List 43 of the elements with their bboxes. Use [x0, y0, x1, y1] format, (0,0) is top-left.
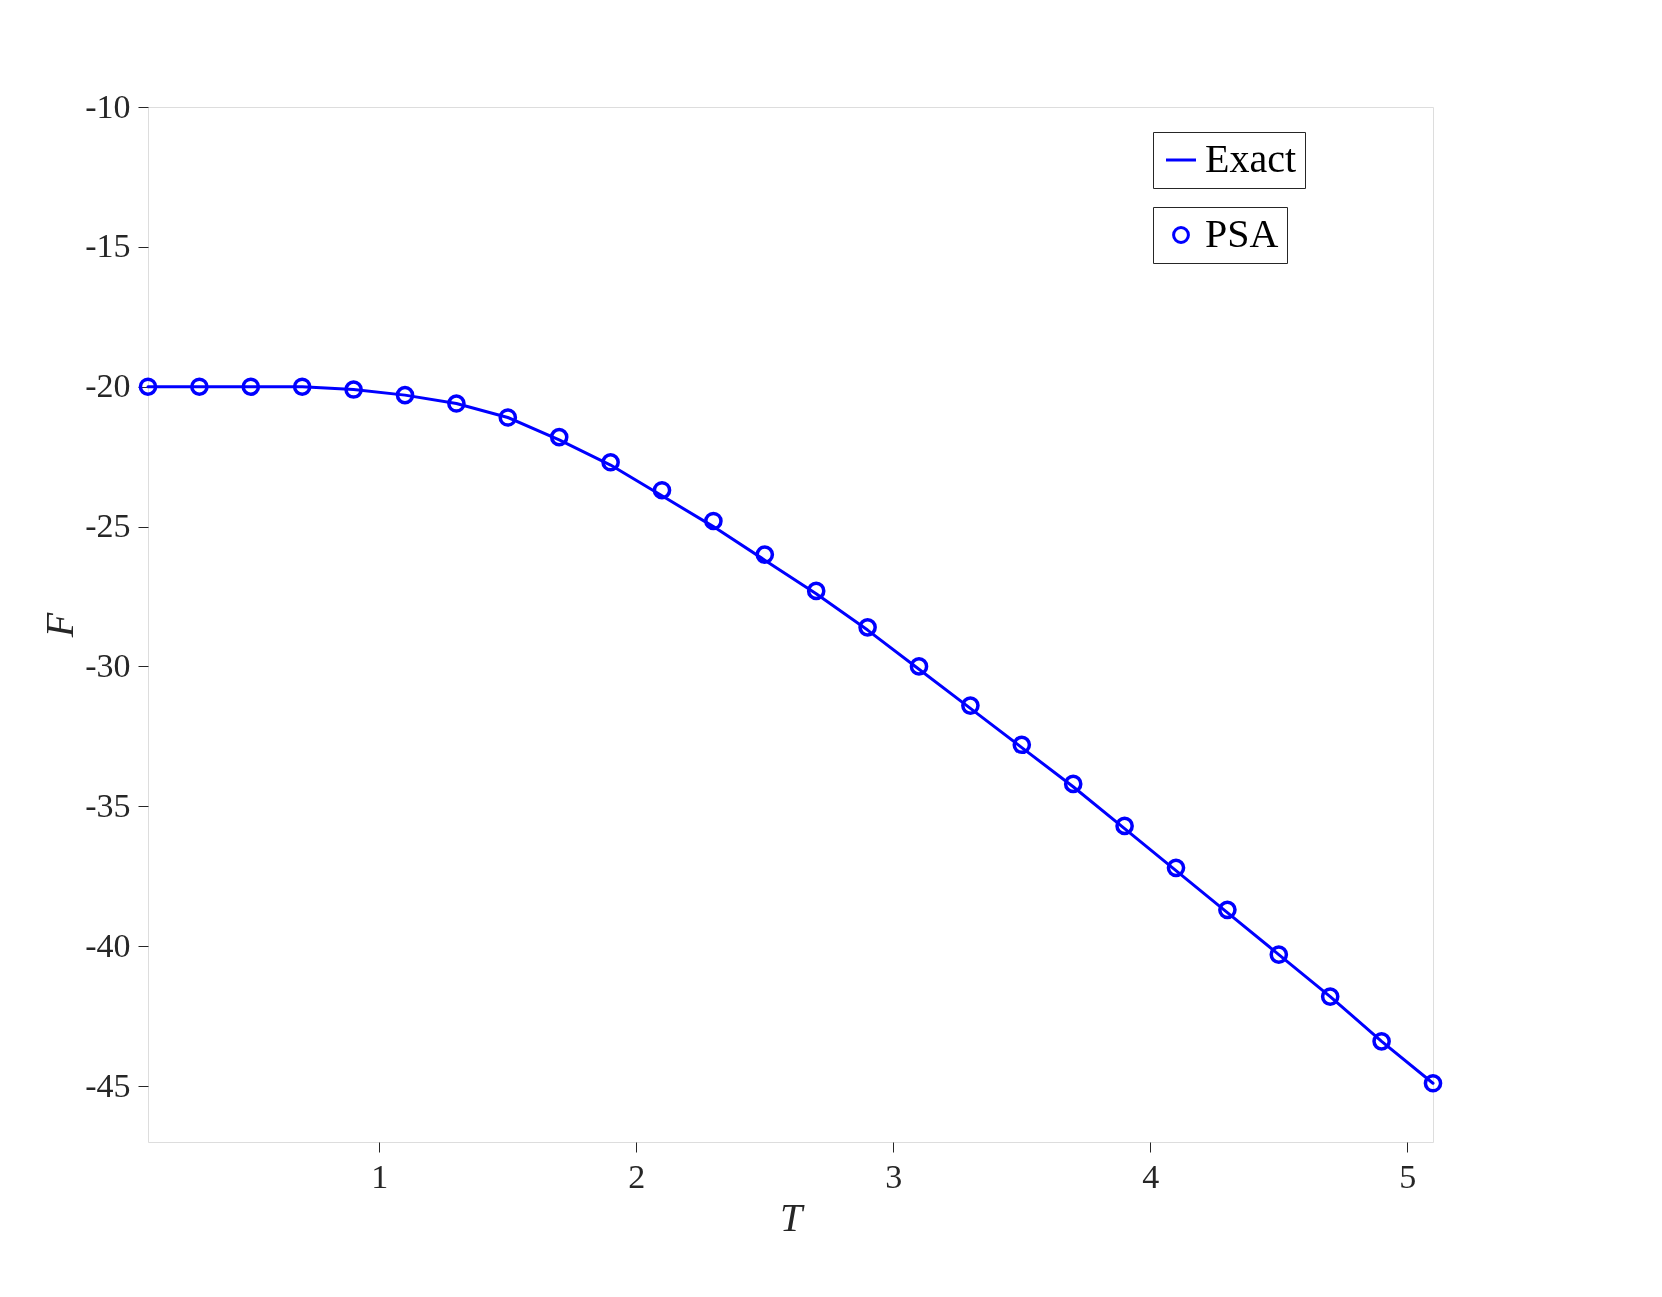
point	[292, 377, 312, 397]
point	[806, 581, 826, 601]
x-tick-label: 4	[1142, 1157, 1160, 1195]
x-axis-title: T	[779, 1194, 805, 1240]
x-tick-label: 5	[1399, 1157, 1417, 1195]
point	[704, 511, 723, 531]
legend-label: Exact	[1205, 136, 1297, 181]
point	[1269, 945, 1289, 964]
point	[498, 408, 518, 427]
y-tick-label: -25	[85, 507, 131, 545]
point	[909, 657, 929, 676]
y-tick-label: -30	[85, 646, 131, 684]
y-tick-label: -10	[85, 87, 131, 125]
point	[1320, 987, 1340, 1006]
point	[601, 452, 620, 472]
point	[1372, 1031, 1391, 1051]
point	[241, 377, 261, 397]
x-tick-label: 3	[885, 1157, 903, 1195]
point	[549, 427, 569, 447]
y-axis-title: F	[37, 612, 83, 639]
y-tick-label: -35	[85, 786, 131, 824]
point	[395, 385, 415, 405]
point	[344, 380, 363, 399]
point	[1218, 900, 1237, 920]
point	[1063, 774, 1083, 794]
y-tick-label: -40	[85, 926, 131, 964]
point	[1115, 816, 1134, 836]
point	[447, 394, 466, 413]
y-tick-label: -20	[85, 367, 131, 405]
y-tick-label: -45	[85, 1066, 131, 1104]
point	[1423, 1073, 1443, 1093]
x-tick-label: 2	[628, 1157, 646, 1195]
point	[190, 377, 209, 397]
y-tick-label: -15	[85, 227, 131, 265]
x-tick-label: 1	[371, 1157, 389, 1195]
point	[138, 377, 158, 397]
point	[1166, 858, 1186, 878]
point	[755, 545, 775, 564]
legend-label: PSA	[1205, 211, 1279, 256]
point	[1012, 735, 1032, 755]
point	[652, 480, 672, 500]
point	[858, 617, 877, 637]
point	[961, 696, 980, 715]
